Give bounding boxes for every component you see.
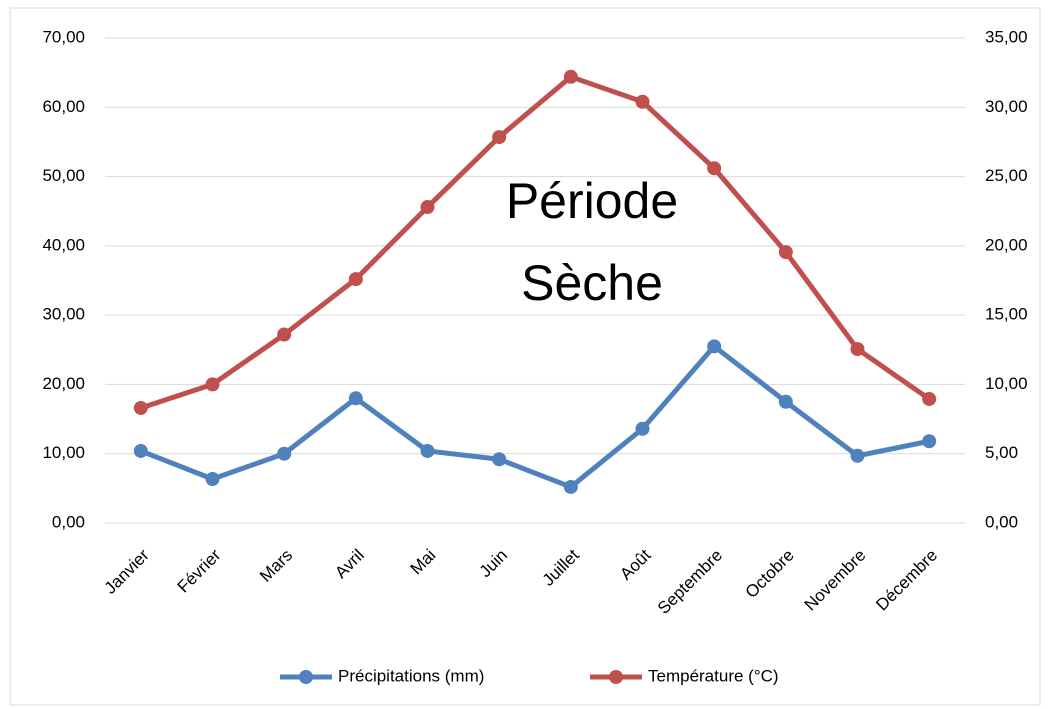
y-tick-label: 10,00 bbox=[42, 443, 85, 462]
y-tick-label: 40,00 bbox=[42, 235, 85, 254]
legend-marker bbox=[299, 670, 313, 684]
marker bbox=[778, 394, 793, 409]
marker bbox=[205, 377, 220, 392]
marker bbox=[133, 443, 148, 458]
marker bbox=[635, 94, 650, 109]
marker bbox=[277, 327, 292, 342]
marker bbox=[850, 448, 865, 463]
y2-tick-label: 25,00 bbox=[985, 166, 1028, 185]
y2-tick-label: 10,00 bbox=[985, 374, 1028, 393]
marker bbox=[133, 400, 148, 415]
marker bbox=[922, 391, 937, 406]
y-tick-label: 70,00 bbox=[42, 27, 85, 46]
marker bbox=[420, 443, 435, 458]
marker bbox=[348, 391, 363, 406]
y-tick-label: 30,00 bbox=[42, 305, 85, 324]
marker bbox=[492, 452, 507, 467]
marker bbox=[420, 200, 435, 215]
marker bbox=[563, 479, 578, 494]
marker bbox=[778, 245, 793, 260]
marker bbox=[492, 130, 507, 145]
legend-label: Précipitations (mm) bbox=[338, 666, 484, 685]
y2-tick-label: 0,00 bbox=[985, 512, 1018, 531]
marker bbox=[707, 161, 722, 176]
marker bbox=[205, 472, 220, 487]
marker bbox=[707, 339, 722, 354]
marker bbox=[348, 272, 363, 287]
y-tick-label: 0,00 bbox=[52, 512, 85, 531]
marker bbox=[277, 446, 292, 461]
y2-tick-label: 15,00 bbox=[985, 305, 1028, 324]
annotation-line: Sèche bbox=[521, 255, 663, 311]
legend-marker bbox=[609, 670, 623, 684]
legend-label: Température (°C) bbox=[648, 666, 779, 685]
y2-tick-label: 30,00 bbox=[985, 97, 1028, 116]
annotation: Période Sèche bbox=[506, 173, 678, 311]
marker bbox=[922, 434, 937, 449]
marker bbox=[850, 342, 865, 357]
y2-tick-label: 5,00 bbox=[985, 443, 1018, 462]
marker bbox=[563, 69, 578, 84]
y2-tick-label: 35,00 bbox=[985, 27, 1028, 46]
y-tick-label: 20,00 bbox=[42, 374, 85, 393]
series-line bbox=[140, 74, 931, 411]
y2-tick-label: 20,00 bbox=[985, 235, 1028, 254]
annotation-line: Période bbox=[506, 173, 678, 229]
series-line bbox=[139, 343, 930, 490]
marker bbox=[635, 421, 650, 436]
y-tick-label: 60,00 bbox=[42, 97, 85, 116]
y-tick-label: 50,00 bbox=[42, 166, 85, 185]
